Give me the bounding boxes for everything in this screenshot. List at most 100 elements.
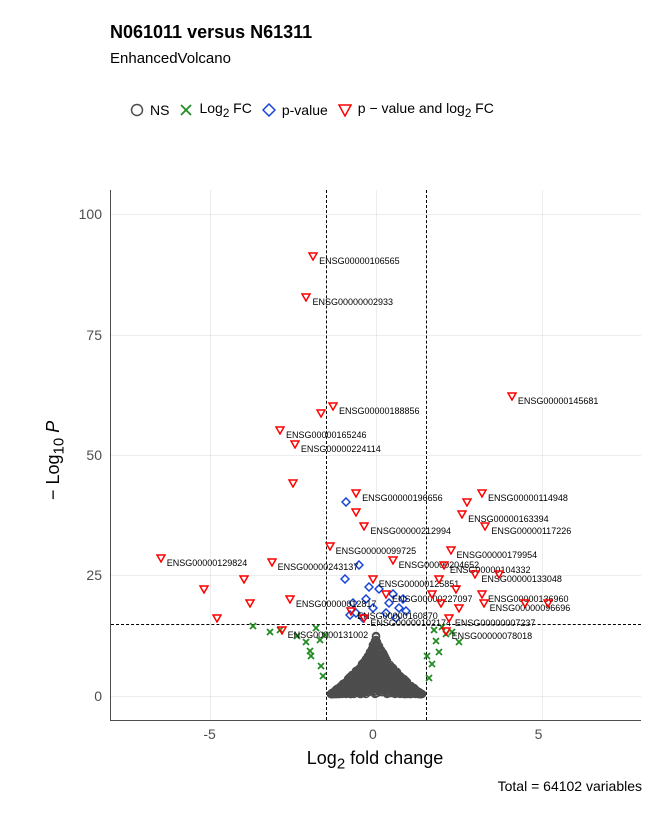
data-point [408, 685, 418, 703]
data-point [386, 679, 396, 697]
data-point [350, 672, 360, 690]
data-point [392, 674, 402, 692]
legend-item: NS [130, 102, 169, 118]
data-point [358, 664, 368, 682]
data-point [410, 685, 420, 703]
data-point [369, 654, 379, 672]
data-point [383, 677, 393, 695]
data-point [335, 683, 345, 701]
data-point [398, 675, 408, 693]
data-point [335, 683, 345, 701]
data-point [373, 654, 383, 672]
data-point [410, 685, 420, 703]
data-point [365, 644, 375, 662]
data-point [477, 485, 487, 503]
gene-label: ENSG00000099725 [336, 546, 417, 556]
data-point [393, 682, 403, 700]
y-tick-label: 100 [79, 206, 102, 222]
data-point [462, 494, 472, 512]
gene-label: ENSG00000131002 [288, 630, 369, 640]
data-point [392, 665, 402, 683]
gene-label: ENSG00000106565 [319, 256, 400, 266]
data-point [341, 683, 351, 701]
data-point [361, 657, 371, 675]
data-point [370, 633, 380, 651]
data-point [360, 670, 370, 688]
y-tick-label: 50 [86, 447, 102, 463]
data-point [364, 579, 374, 597]
data-point [397, 676, 407, 694]
data-point [389, 666, 399, 684]
data-point [394, 671, 404, 689]
data-point [391, 668, 401, 686]
data-point [365, 649, 375, 667]
data-point [410, 686, 420, 704]
data-point [402, 683, 412, 701]
data-point [364, 666, 374, 684]
data-point [265, 624, 275, 642]
data-point [360, 677, 370, 695]
data-point [359, 684, 369, 702]
data-point [156, 550, 166, 568]
data-point [385, 657, 395, 675]
data-point [411, 684, 421, 702]
data-point [402, 684, 412, 702]
data-point [360, 682, 370, 700]
data-point [359, 663, 369, 681]
data-point [389, 675, 399, 693]
data-point [406, 682, 416, 700]
data-point [404, 683, 414, 701]
data-point [361, 655, 371, 673]
data-point [386, 674, 396, 692]
data-point [329, 686, 339, 704]
data-point [316, 658, 326, 676]
data-point [386, 677, 396, 695]
data-point [378, 653, 388, 671]
data-point [382, 658, 392, 676]
data-point [372, 653, 382, 671]
gene-label: ENSG00000129824 [167, 558, 248, 568]
data-point [355, 664, 365, 682]
data-point [399, 676, 409, 694]
data-point [339, 676, 349, 694]
data-point [344, 678, 354, 696]
data-point [334, 684, 344, 702]
data-point [334, 683, 344, 701]
gene-label: ENSG00000163394 [468, 514, 549, 524]
data-point [370, 662, 380, 680]
data-point [352, 684, 362, 702]
data-point [379, 647, 389, 665]
data-point [331, 682, 341, 700]
data-point [383, 665, 393, 683]
data-point [392, 666, 402, 684]
data-point [379, 651, 389, 669]
data-point [329, 684, 339, 702]
data-point [345, 677, 355, 695]
gene-label: ENSG00000104332 [450, 565, 531, 575]
data-point [349, 671, 359, 689]
data-point [405, 685, 415, 703]
data-point [363, 669, 373, 687]
data-point [376, 644, 386, 662]
data-point [354, 684, 364, 702]
data-point [380, 651, 390, 669]
data-point [348, 685, 358, 703]
data-point [354, 685, 364, 703]
data-point [397, 677, 407, 695]
data-point [369, 667, 379, 685]
data-point [380, 659, 390, 677]
data-point [331, 683, 341, 701]
data-point [334, 685, 344, 703]
data-point [340, 685, 350, 703]
data-point [359, 654, 369, 672]
data-point [387, 671, 397, 689]
data-point [378, 682, 388, 700]
data-point [394, 683, 404, 701]
data-point [336, 678, 346, 696]
data-point [446, 542, 456, 560]
data-point [335, 685, 345, 703]
data-point [377, 665, 387, 683]
data-point [348, 677, 358, 695]
data-point [343, 678, 353, 696]
data-point [401, 676, 411, 694]
